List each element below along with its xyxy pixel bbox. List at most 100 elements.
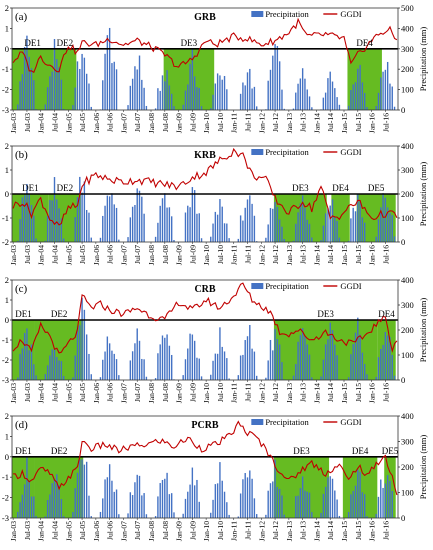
left-tick-label: 0 [5, 44, 9, 54]
precipitation-bar [366, 107, 368, 110]
precipitation-bar [267, 80, 269, 110]
precipitation-bar [359, 334, 361, 380]
legend-swatch-precipitation [251, 419, 264, 425]
drought-event-label: DE5 [382, 446, 399, 456]
precipitation-bar [138, 340, 141, 380]
precipitation-bar [102, 359, 104, 380]
left-tick-label: 1 [5, 165, 9, 175]
precipitation-bar [53, 39, 56, 111]
precipitation-bar [62, 238, 65, 242]
precipitation-bar [212, 223, 214, 242]
x-tick-label: Jul-10 [216, 521, 225, 540]
precipitation-bar [74, 87, 76, 110]
precipitation-bar [301, 195, 304, 242]
precipitation-bar [81, 297, 83, 380]
precipitation-bar [85, 73, 88, 110]
precipitation-bar [161, 335, 164, 380]
precipitation-bar [196, 213, 198, 242]
precipitation-bar [56, 357, 58, 380]
precipitation-bar [301, 476, 304, 518]
x-tick-label: Jul-13 [299, 383, 308, 402]
right-tick-label: 300 [401, 300, 414, 310]
precipitation-bar [210, 512, 212, 518]
x-tick-label: Jul-03 [23, 113, 32, 132]
drought-event-label: DE4 [378, 309, 395, 319]
x-tick-label: Jul-15 [354, 113, 363, 132]
precipitation-bar [272, 55, 274, 110]
drought-band [48, 194, 81, 242]
precipitation-bar [76, 472, 79, 518]
x-tick-label: Jul-11 [244, 521, 253, 540]
precipitation-bar [359, 64, 361, 110]
precipitation-bar [363, 494, 366, 518]
precipitation-bar [274, 329, 276, 380]
panel-title: GRB [194, 12, 216, 23]
precipitation-bar [58, 67, 60, 110]
left-tick-label: -2 [2, 85, 9, 95]
precipitation-bar [108, 343, 111, 380]
right-tick-label: 200 [401, 462, 414, 472]
x-tick-label: Jul-08 [161, 245, 170, 264]
drought-event-label: DE2 [57, 38, 74, 48]
precipitation-bar [193, 340, 196, 380]
drought-event-label: DE5 [368, 183, 385, 193]
x-tick-label: Jan-16 [368, 245, 377, 265]
precipitation-bar [88, 495, 90, 518]
precipitation-bar [193, 190, 196, 242]
precipitation-bar [354, 82, 357, 110]
x-tick-label: Jan-09 [175, 521, 184, 541]
precipitation-bar [278, 489, 281, 518]
precipitation-bar [297, 341, 299, 380]
precipitation-bar [108, 196, 111, 242]
precipitation-bar [102, 498, 104, 518]
precipitation-bar [118, 514, 120, 518]
precipitation-bar [265, 514, 267, 518]
x-tick-label: Jan-07 [119, 245, 128, 265]
x-tick-label: Jul-07 [133, 521, 142, 540]
right-tick-label: 0 [401, 513, 405, 523]
precipitation-bar [90, 237, 92, 242]
precipitation-bar [170, 354, 173, 380]
precipitation-bar [249, 68, 251, 110]
precipitation-bar [226, 89, 228, 110]
precipitation-bar [166, 70, 168, 110]
precipitation-bar [189, 63, 191, 110]
x-tick-label: Jul-03 [23, 245, 32, 264]
x-tick-label: Jan-15 [340, 383, 349, 403]
x-tick-label: Jul-08 [161, 113, 170, 132]
precipitation-bar [223, 75, 226, 110]
precipitation-bar [299, 78, 302, 110]
precipitation-bar [306, 219, 308, 242]
precipitation-bar [85, 209, 88, 242]
precipitation-bar [74, 488, 76, 518]
panel-label: (a) [15, 11, 28, 23]
precipitation-bar [228, 378, 230, 380]
left-tick-label: -3 [2, 513, 9, 523]
precipitation-bar [79, 68, 81, 110]
precipitation-bar [79, 176, 81, 242]
precipitation-bar [28, 480, 30, 518]
precipitation-bar [187, 491, 189, 518]
x-tick-label: Jan-12 [257, 245, 266, 265]
precipitation-bar [115, 359, 118, 380]
precipitation-bar [276, 46, 279, 110]
x-tick-label: Jan-13 [285, 521, 294, 541]
right-axis-label: Precipitation (mm) [418, 27, 428, 92]
precipitation-bar [361, 82, 364, 110]
precipitation-bar [251, 348, 253, 380]
precipitation-bar [391, 354, 393, 380]
x-tick-label: Jul-11 [244, 383, 253, 402]
precipitation-bar [108, 27, 111, 111]
precipitation-bar [161, 479, 164, 518]
legend-swatch-precipitation [251, 283, 264, 289]
x-tick-label: Jul-10 [216, 383, 225, 402]
drought-event-label: DE1 [15, 446, 32, 456]
panel-pcrb: -3 -2 -1 0 1 2 0 100 200 300 400 Precipitation (mm)… [2, 411, 428, 541]
precipitation-bar [251, 88, 253, 110]
precipitation-bar [106, 336, 109, 380]
x-tick-label: Jan-16 [368, 521, 377, 541]
precipitation-bar [56, 474, 58, 518]
precipitation-bar [297, 83, 299, 110]
precipitation-bar [265, 377, 267, 380]
